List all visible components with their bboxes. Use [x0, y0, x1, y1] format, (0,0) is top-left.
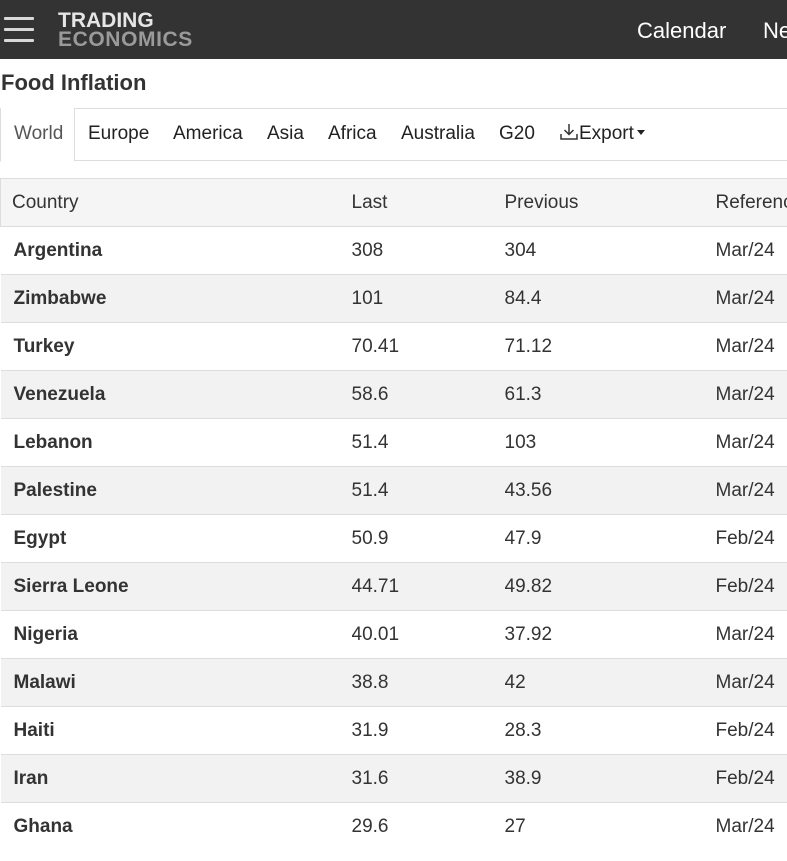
table-row: Zimbabwe 101 84.4 Mar/24: [0, 274, 787, 323]
table-row: Ghana 29.6 27 Mar/24: [0, 802, 787, 851]
reference-date: Mar/24: [715, 466, 787, 515]
reference-date: Feb/24: [715, 706, 787, 755]
table-row: Palestine 51.4 43.56 Mar/24: [0, 466, 787, 515]
last-value: 51.4: [351, 418, 505, 467]
logo-line-2: ECONOMICS: [58, 28, 193, 51]
country-name[interactable]: Haiti: [0, 706, 352, 755]
reference-date: Mar/24: [715, 274, 787, 323]
country-name[interactable]: Turkey: [0, 322, 352, 371]
last-value: 38.8: [351, 658, 505, 707]
logo-line-1: TRADING: [58, 9, 154, 32]
download-icon: [560, 124, 578, 140]
menu-icon[interactable]: [4, 17, 34, 43]
previous-value: 47.9: [504, 514, 716, 563]
column-header-previous[interactable]: Previous: [504, 178, 716, 227]
last-value: 58.6: [351, 370, 505, 419]
tab-g20[interactable]: G20: [499, 123, 535, 144]
country-name[interactable]: Venezuela: [0, 370, 352, 419]
table-row: Nigeria 40.01 37.92 Mar/24: [0, 610, 787, 659]
region-tabs: World Europe America Asia Africa Austral…: [0, 108, 787, 162]
previous-value: 71.12: [504, 322, 716, 371]
last-value: 70.41: [351, 322, 505, 371]
table-row: Venezuela 58.6 61.3 Mar/24: [0, 370, 787, 419]
table-row: Lebanon 51.4 103 Mar/24: [0, 418, 787, 467]
previous-value: 304: [504, 226, 716, 275]
country-name[interactable]: Palestine: [0, 466, 352, 515]
country-name[interactable]: Argentina: [0, 226, 352, 275]
table-row: Haiti 31.9 28.3 Feb/24: [0, 706, 787, 755]
table-row: Egypt 50.9 47.9 Feb/24: [0, 514, 787, 563]
previous-value: 28.3: [504, 706, 716, 755]
reference-date: Mar/24: [715, 610, 787, 659]
tab-america[interactable]: America: [173, 123, 243, 144]
tab-world[interactable]: World: [0, 108, 75, 162]
tab-asia[interactable]: Asia: [267, 123, 304, 144]
table-row: Argentina 308 304 Mar/24: [0, 226, 787, 275]
last-value: 31.9: [351, 706, 505, 755]
previous-value: 49.82: [504, 562, 716, 611]
reference-date: Mar/24: [715, 370, 787, 419]
tab-australia[interactable]: Australia: [401, 123, 475, 144]
previous-value: 43.56: [504, 466, 716, 515]
top-navigation-bar: TRADING ECONOMICS Calendar Ne: [0, 0, 787, 59]
table-row: Iran 31.6 38.9 Feb/24: [0, 754, 787, 803]
previous-value: 84.4: [504, 274, 716, 323]
last-value: 29.6: [351, 802, 505, 851]
export-button[interactable]: Export: [559, 123, 645, 145]
export-label: Export: [579, 123, 634, 144]
previous-value: 37.92: [504, 610, 716, 659]
caret-down-icon: [636, 130, 645, 135]
last-value: 308: [351, 226, 505, 275]
table-header-row: Country Last Previous Referenc: [0, 178, 787, 227]
last-value: 50.9: [351, 514, 505, 563]
reference-date: Mar/24: [715, 658, 787, 707]
reference-date: Feb/24: [715, 514, 787, 563]
country-name[interactable]: Iran: [0, 754, 352, 803]
reference-date: Mar/24: [715, 802, 787, 851]
table-row: Malawi 38.8 42 Mar/24: [0, 658, 787, 707]
table-row: Sierra Leone 44.71 49.82 Feb/24: [0, 562, 787, 611]
column-header-last[interactable]: Last: [351, 178, 505, 227]
country-name[interactable]: Sierra Leone: [0, 562, 352, 611]
country-name[interactable]: Egypt: [0, 514, 352, 563]
last-value: 40.01: [351, 610, 505, 659]
reference-date: Mar/24: [715, 418, 787, 467]
last-value: 44.71: [351, 562, 505, 611]
previous-value: 38.9: [504, 754, 716, 803]
column-header-reference[interactable]: Referenc: [715, 178, 787, 227]
column-header-country[interactable]: Country: [0, 178, 352, 227]
reference-date: Mar/24: [715, 322, 787, 371]
nav-link-news[interactable]: Ne: [763, 18, 787, 43]
country-name[interactable]: Lebanon: [0, 418, 352, 467]
country-name[interactable]: Nigeria: [0, 610, 352, 659]
country-name[interactable]: Ghana: [0, 802, 352, 851]
nav-link-calendar[interactable]: Calendar: [637, 18, 727, 43]
country-name[interactable]: Zimbabwe: [0, 274, 352, 323]
page-title: Food Inflation: [1, 70, 147, 95]
tab-africa[interactable]: Africa: [328, 123, 377, 144]
trading-economics-logo[interactable]: TRADING ECONOMICS: [58, 9, 193, 51]
previous-value: 61.3: [504, 370, 716, 419]
previous-value: 42: [504, 658, 716, 707]
table-row: Turkey 70.41 71.12 Mar/24: [0, 322, 787, 371]
previous-value: 27: [504, 802, 716, 851]
last-value: 31.6: [351, 754, 505, 803]
country-name[interactable]: Malawi: [0, 658, 352, 707]
food-inflation-table: Country Last Previous Referenc Argentina…: [0, 178, 787, 851]
tab-europe[interactable]: Europe: [88, 123, 150, 144]
last-value: 101: [351, 274, 505, 323]
reference-date: Mar/24: [715, 226, 787, 275]
previous-value: 103: [504, 418, 716, 467]
reference-date: Feb/24: [715, 754, 787, 803]
last-value: 51.4: [351, 466, 505, 515]
reference-date: Feb/24: [715, 562, 787, 611]
